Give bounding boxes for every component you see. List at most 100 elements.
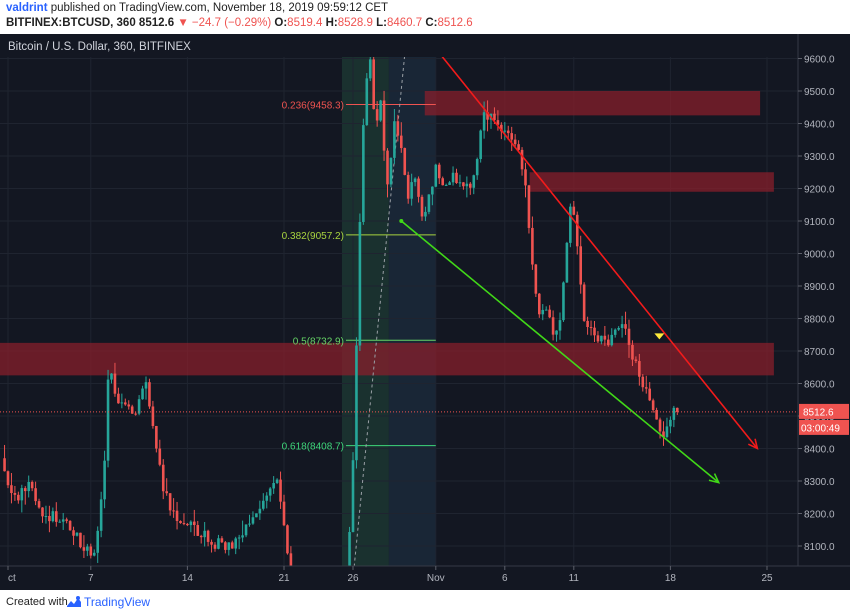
candle-body <box>673 408 676 420</box>
price-axis-label: 9100.0 <box>804 217 835 228</box>
candle-body <box>403 148 406 175</box>
candle-body <box>3 458 6 471</box>
candle-body <box>355 345 358 460</box>
candle-body <box>141 389 144 400</box>
last-price: 8512.6 <box>139 17 174 29</box>
resistance-zone <box>530 172 774 192</box>
candle-body <box>62 519 65 521</box>
candle-body <box>24 488 27 491</box>
candle-body <box>248 524 251 525</box>
high-value: 8528.9 <box>338 17 373 29</box>
candle-body <box>259 509 262 514</box>
candle-body <box>121 402 124 403</box>
candle-body <box>573 207 576 215</box>
price-axis-label: 9200.0 <box>804 185 835 196</box>
candle-body <box>617 328 620 330</box>
candle-body <box>583 285 586 321</box>
time-axis-background <box>0 566 850 590</box>
price-axis-label: 9500.0 <box>804 87 835 98</box>
candle-body <box>421 197 424 217</box>
candle-body <box>528 185 531 228</box>
candle-body <box>172 510 175 511</box>
candle-body <box>379 101 382 121</box>
candle-body <box>131 406 134 413</box>
open-label: O: <box>274 17 287 29</box>
candle-body <box>631 345 634 360</box>
tradingview-link[interactable]: TradingView <box>84 595 150 609</box>
time-axis-label: 21 <box>278 573 290 584</box>
candle-body <box>148 382 151 406</box>
candle-body <box>255 513 258 517</box>
fib-level-label: 0.5(8732.9) <box>293 336 344 347</box>
footer: Created with TradingView <box>0 590 850 616</box>
candle-body <box>86 547 89 551</box>
candle-body <box>279 480 282 502</box>
candle-body <box>555 331 558 335</box>
price-axis-label: 8700.0 <box>804 347 835 358</box>
candle-body <box>452 173 455 183</box>
candle-body <box>114 374 117 394</box>
candle-body <box>169 493 172 510</box>
candle-body <box>483 112 486 130</box>
candle-body <box>538 294 541 315</box>
symbol-label: BITFINEX:BTCUSD, 360 <box>6 17 136 29</box>
low-value: 8460.7 <box>387 17 422 29</box>
candle-body <box>372 59 375 109</box>
candle-body <box>576 215 579 247</box>
low-label: L: <box>376 17 387 29</box>
candle-body <box>200 536 203 537</box>
candle-body <box>441 178 444 185</box>
candle-body <box>93 553 96 556</box>
candle-body <box>466 184 469 187</box>
candle-body <box>510 133 513 139</box>
price-chart[interactable]: 0.236(9458.3) 0.382(9057.2) 0.5(8732.9) 0.6… <box>0 34 850 590</box>
candle-body <box>507 131 510 134</box>
candle-body <box>221 538 224 542</box>
candle-body <box>552 317 555 334</box>
candle-body <box>386 151 389 185</box>
candle-body <box>648 389 651 401</box>
candle-body <box>624 324 627 329</box>
candle-body <box>607 340 610 346</box>
candle-body <box>117 394 120 404</box>
candle-body <box>600 336 603 342</box>
down-arrow-icon: ▼ <box>177 17 188 29</box>
publish-header: valdrint published on TradingView.com, N… <box>0 0 850 34</box>
candle-body <box>283 502 286 526</box>
fib-level-label: 0.382(9057.2) <box>282 231 344 242</box>
candle-body <box>203 531 206 537</box>
candle-body <box>245 525 248 536</box>
highlight-period-layer <box>342 34 436 566</box>
candle-body <box>645 387 648 388</box>
candle-body <box>493 114 496 120</box>
candle-body <box>562 282 565 320</box>
candle-body <box>17 495 20 501</box>
candle-body <box>438 165 441 179</box>
candle-body <box>48 516 51 521</box>
candle-body <box>90 547 93 556</box>
price-axis-label: 8200.0 <box>804 510 835 521</box>
candle-body <box>52 511 55 521</box>
candle-body <box>234 538 237 548</box>
time-axis-label: 26 <box>347 573 359 584</box>
candle-body <box>504 131 507 132</box>
candle-body <box>83 547 86 551</box>
candle-body <box>376 109 379 120</box>
candle-body <box>103 461 106 500</box>
candle-body <box>524 169 527 185</box>
candle-body <box>521 150 524 169</box>
candle-body <box>362 125 365 222</box>
author-link[interactable]: valdrint <box>6 2 48 14</box>
candle-body <box>265 496 268 501</box>
candle-body <box>72 530 75 535</box>
candle-body <box>417 179 420 197</box>
candle-body <box>383 101 386 151</box>
candle-body <box>397 121 400 135</box>
candle-body <box>517 144 520 150</box>
candle-body <box>110 374 113 380</box>
tradingview-logo-icon <box>66 594 82 610</box>
price-axis-label: 8900.0 <box>804 282 835 293</box>
candle-body <box>593 328 596 336</box>
candle-body <box>642 377 645 387</box>
candle-body <box>431 187 434 195</box>
